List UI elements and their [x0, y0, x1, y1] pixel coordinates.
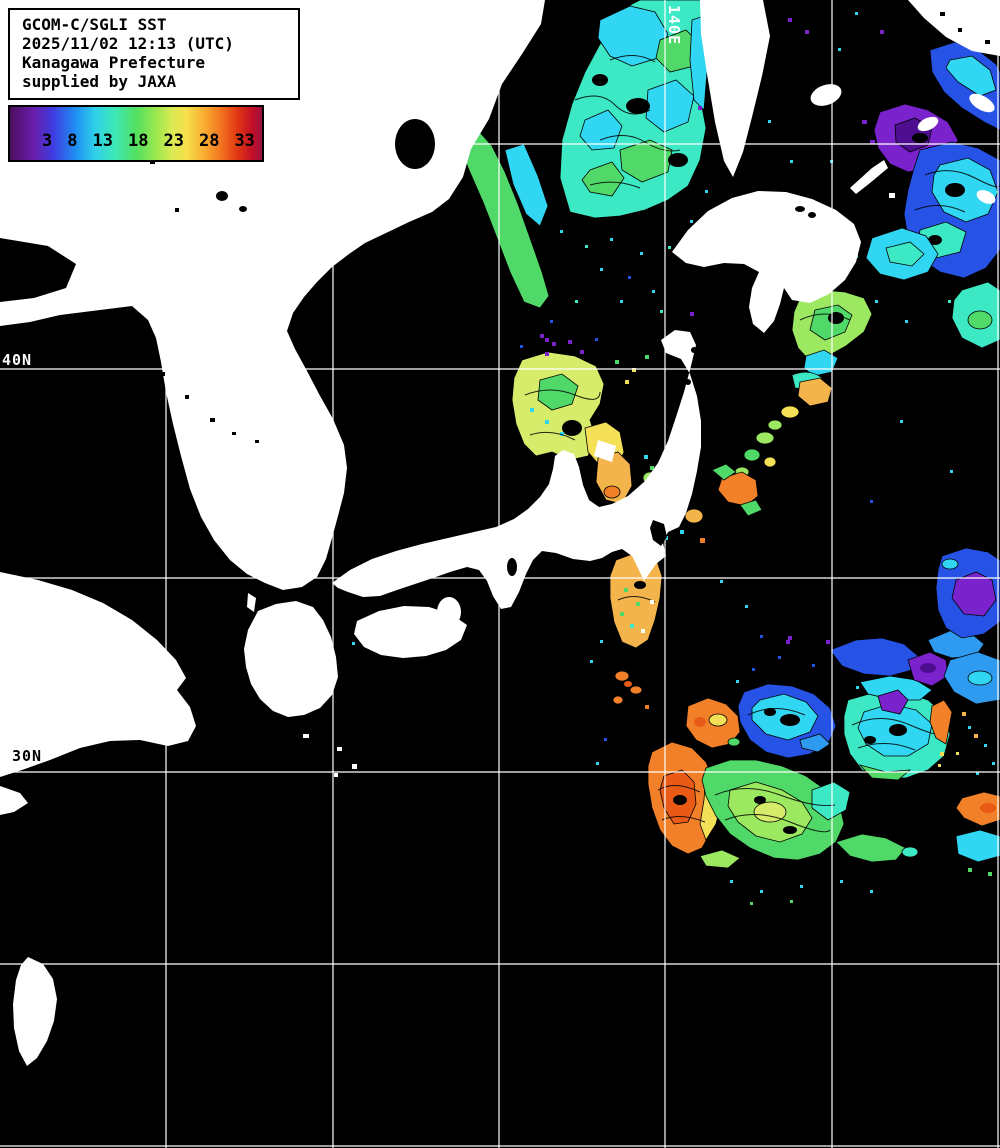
lake-tazawa	[685, 379, 691, 385]
sst-layer	[352, 0, 1000, 905]
land-kyushu	[244, 601, 338, 717]
sst-kuroshio-band	[352, 547, 1000, 905]
latitude-label-30n: 30N	[12, 747, 43, 765]
colorbar-tick: 8	[67, 130, 78, 151]
tokyo-bay	[650, 520, 667, 546]
colorbar-tick: 3	[42, 130, 53, 151]
top-right-corner-specks	[940, 12, 990, 44]
land-sakhalin	[700, 0, 770, 177]
sst-specks-kuroshio	[352, 580, 995, 905]
product-title: GCOM-C/SGLI SST	[22, 15, 167, 34]
colorbar-gradient	[10, 107, 262, 160]
land-oki	[430, 549, 436, 553]
izu-islands	[641, 600, 654, 633]
land-taiwan	[13, 957, 57, 1066]
sst-specks-japan-sea	[545, 106, 708, 342]
sst-sea-of-japan	[457, 0, 717, 342]
latitude-label-40n: 40N	[2, 351, 33, 369]
land-sado	[594, 440, 616, 462]
lake-khanka	[395, 119, 435, 169]
land-top-right-corner	[908, 0, 1000, 56]
provider-line-2: supplied by JAXA	[22, 72, 177, 91]
kuril-islands	[810, 84, 996, 204]
provider-line-1: Kanagawa Prefecture	[22, 53, 206, 72]
land-tsushima	[247, 593, 256, 612]
colorbar-tick: 33	[234, 130, 255, 151]
observation-datetime: 2025/11/02 12:13 (UTC)	[22, 34, 234, 53]
islands-south-of-kyushu	[303, 734, 357, 777]
info-box: GCOM-C/SGLI SST 2025/11/02 12:13 (UTC) K…	[8, 8, 300, 100]
hokkaido-lake-1	[795, 206, 805, 212]
lake-biwa	[507, 558, 517, 576]
lake-towada	[691, 347, 697, 353]
colorbar-ticks: 3 8 13 18 23 28 33	[10, 107, 262, 160]
sst-northeast-pacific	[722, 12, 1000, 503]
colorbar-tick: 13	[92, 130, 113, 151]
land-honshu	[332, 330, 701, 609]
sst-izu-area	[590, 551, 663, 765]
colorbar-tick: 18	[127, 130, 149, 151]
land-hokkaido	[672, 191, 861, 333]
sst-west-tohoku	[511, 334, 649, 505]
land-china-coast	[0, 572, 196, 777]
hokkaido-lake-2	[808, 212, 816, 218]
bohai-inlet	[0, 238, 76, 302]
land-china-south	[0, 786, 28, 815]
land-awaji	[437, 597, 461, 627]
colorbar-tick: 23	[163, 130, 184, 151]
longitude-label-140e: 140E	[665, 5, 683, 46]
colorbar-legend: 3 8 13 18 23 28 33	[8, 105, 264, 162]
colorbar-tick: 28	[198, 130, 220, 151]
